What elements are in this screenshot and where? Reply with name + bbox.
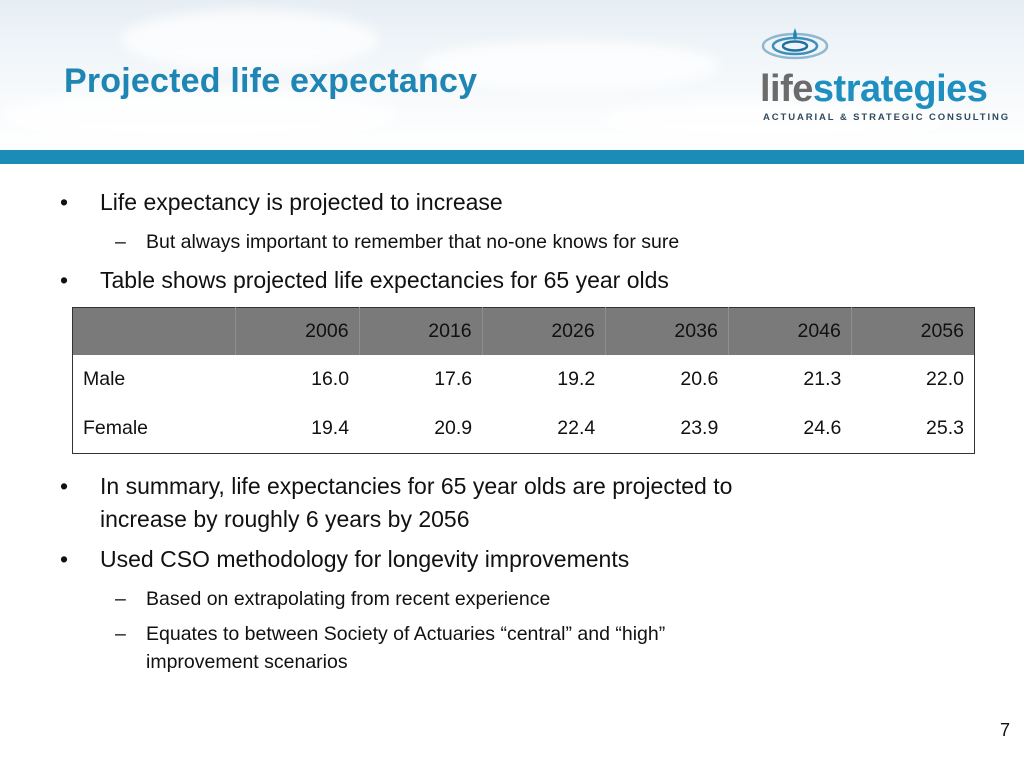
table-cell: 17.6	[434, 367, 473, 390]
sub-bullet-item: – Based on extrapolating from recent exp…	[115, 585, 926, 613]
table-cell: 16.0	[311, 367, 350, 390]
table-header-cell	[72, 307, 236, 355]
water-drop-ripple-icon	[761, 28, 829, 60]
table-header-cell: 2026	[481, 307, 606, 355]
logo-tagline: ACTUARIAL & STRATEGIC CONSULTING	[763, 112, 1011, 123]
bullet-text: Life expectancy is projected to increase	[100, 189, 503, 215]
sky-cloud	[420, 40, 720, 90]
sub-bullet-dash: –	[115, 623, 126, 645]
row-label: Female	[83, 416, 149, 439]
logo-wordmark-life: life	[760, 68, 813, 110]
sub-bullet-item: – But always important to remember that …	[115, 228, 926, 256]
life-expectancy-table: 2006 2016 2026 2036 2046 2056 Male 16.0 …	[72, 307, 975, 454]
table-header-cell: 2056	[850, 307, 975, 355]
bullet-item: • In summary, life expectancies for 65 y…	[60, 470, 920, 536]
slide-title: Projected life expectancy	[64, 62, 478, 100]
table-cell: 22.4	[557, 416, 596, 439]
bullet-dot: •	[60, 546, 69, 572]
sub-bullet-dash: –	[115, 588, 126, 610]
table-header-cell: 2016	[358, 307, 483, 355]
row-label: Male	[83, 367, 126, 390]
sub-bullet-text-line1: Equates to between Society of Actuaries …	[146, 623, 666, 645]
table-cell: 20.6	[680, 367, 719, 390]
table-cell: 25.3	[926, 416, 964, 439]
sub-bullet-dash: –	[115, 231, 126, 253]
logo-wordmark: lifestrategies	[760, 68, 988, 111]
table-cell: 19.2	[557, 367, 596, 390]
table-header-cell: 2036	[604, 307, 729, 355]
sub-bullet-item: – Equates to between Society of Actuarie…	[115, 620, 926, 676]
table-header-cell: 2006	[235, 307, 360, 355]
company-logo: lifestrategies ACTUARIAL & STRATEGIC CON…	[760, 28, 1008, 130]
bullet-text: Table shows projected life expectancies …	[100, 267, 669, 293]
header-band	[0, 150, 1024, 164]
bullet-dot: •	[60, 189, 69, 215]
table-cell: 20.9	[434, 416, 473, 439]
bullet-item: • Used CSO methodology for longevity imp…	[60, 543, 920, 576]
bullet-text: Used CSO methodology for longevity impro…	[100, 546, 630, 572]
sky-cloud	[120, 10, 380, 70]
table-row: Female 19.4 20.9 22.4 23.9 24.6 25.3	[73, 404, 975, 454]
sky-cloud	[600, 100, 950, 140]
table-header-cell: 2046	[727, 307, 852, 355]
bullet-text-line2: increase by roughly 6 years by 2056	[100, 506, 470, 532]
sub-bullet-text: Based on extrapolating from recent exper…	[146, 588, 551, 610]
sub-bullet-text-line2: improvement scenarios	[146, 651, 348, 673]
bullet-text-line1: In summary, life expectancies for 65 yea…	[100, 473, 733, 499]
sky-cloud	[0, 90, 400, 140]
table-row: Male 16.0 17.6 19.2 20.6 21.3 22.0	[73, 355, 975, 404]
table-cell: 24.6	[803, 416, 842, 439]
table-cell: 22.0	[926, 367, 964, 390]
bullet-dot: •	[60, 267, 69, 293]
table-cell: 19.4	[311, 416, 350, 439]
bullet-item: • Life expectancy is projected to increa…	[60, 186, 920, 219]
bullet-dot: •	[60, 473, 69, 499]
bullet-item: • Table shows projected life expectancie…	[60, 264, 920, 297]
sub-bullet-text: But always important to remember that no…	[146, 231, 680, 253]
logo-wordmark-strategies: strategies	[812, 68, 988, 110]
table-cell: 23.9	[680, 416, 719, 439]
slide-header	[0, 0, 1024, 150]
table-cell: 21.3	[803, 367, 842, 390]
page-number: 7	[1000, 720, 1011, 740]
table-header-row: 2006 2016 2026 2036 2046 2056	[72, 307, 975, 355]
